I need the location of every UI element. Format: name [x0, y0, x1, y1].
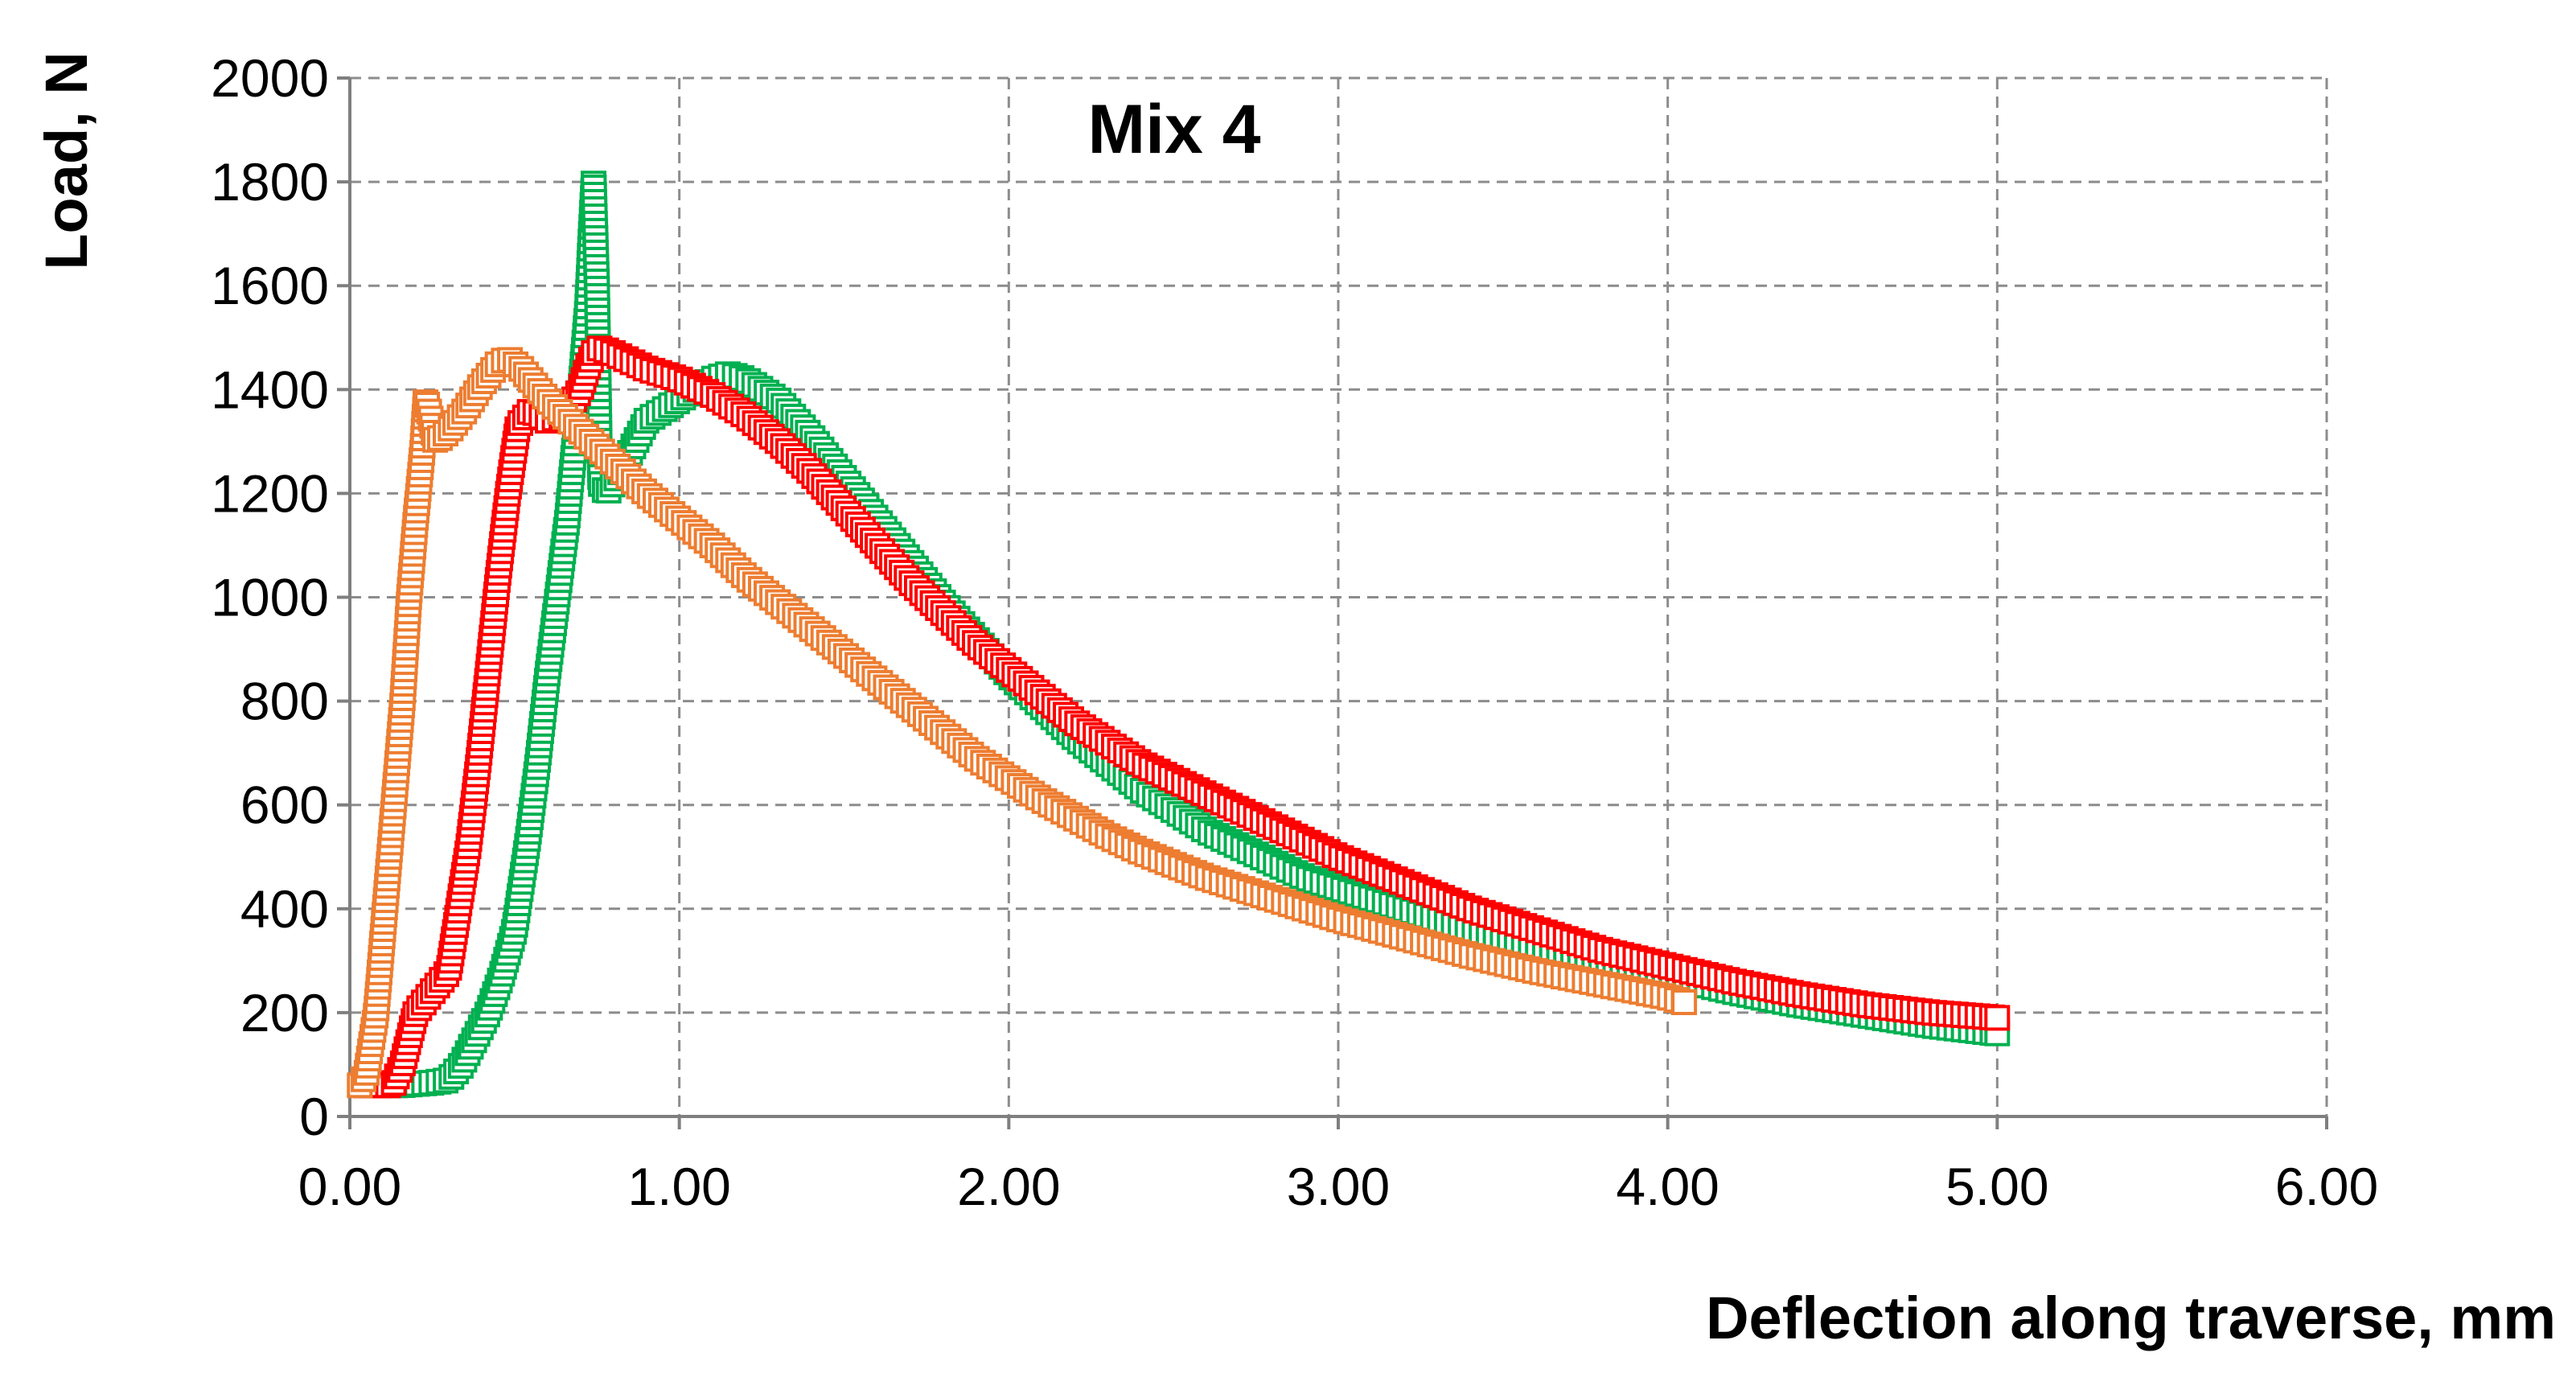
series-specimen-2 [353, 335, 2011, 1099]
x-tick-label: 2.00 [957, 1157, 1060, 1216]
series-specimen-3 [347, 347, 1698, 1099]
x-tick-label: 4.00 [1616, 1157, 1719, 1216]
x-tick-label: 0.00 [298, 1157, 401, 1216]
x-tick-label: 1.00 [627, 1157, 730, 1216]
y-tick-label: 200 [240, 983, 329, 1042]
series-line [363, 178, 2001, 1089]
y-tick-label: 800 [240, 672, 329, 731]
gridlines [350, 76, 2328, 1116]
x-tick-label: 3.00 [1287, 1157, 1390, 1216]
data-point [1984, 1005, 2011, 1031]
tick-labels: 0 200 400 600 800 1000 1200 1400 1600 1800 2000 0.0… [211, 48, 2378, 1216]
data-point [1671, 989, 1698, 1015]
y-tick-label: 1200 [211, 463, 329, 523]
chart-title: Mix 4 [1087, 91, 1260, 168]
series-specimen-1 [353, 171, 2011, 1099]
y-tick-label: 600 [240, 775, 329, 835]
axes [337, 76, 2328, 1129]
x-axis-title: Deflection along traverse, mm [1706, 1285, 2556, 1351]
y-tick-label: 1400 [211, 360, 329, 419]
y-axis-title: Load, N [33, 51, 100, 269]
x-tick-label: 6.00 [2275, 1157, 2378, 1216]
y-tick-label: 2000 [211, 48, 329, 108]
y-tick-label: 400 [240, 879, 329, 939]
x-tick-label: 5.00 [1945, 1157, 2048, 1216]
y-tick-label: 0 [299, 1087, 329, 1146]
data-series [347, 171, 2011, 1099]
y-tick-label: 1000 [211, 568, 329, 627]
y-tick-label: 1800 [211, 152, 329, 212]
y-tick-label: 1600 [211, 256, 329, 315]
